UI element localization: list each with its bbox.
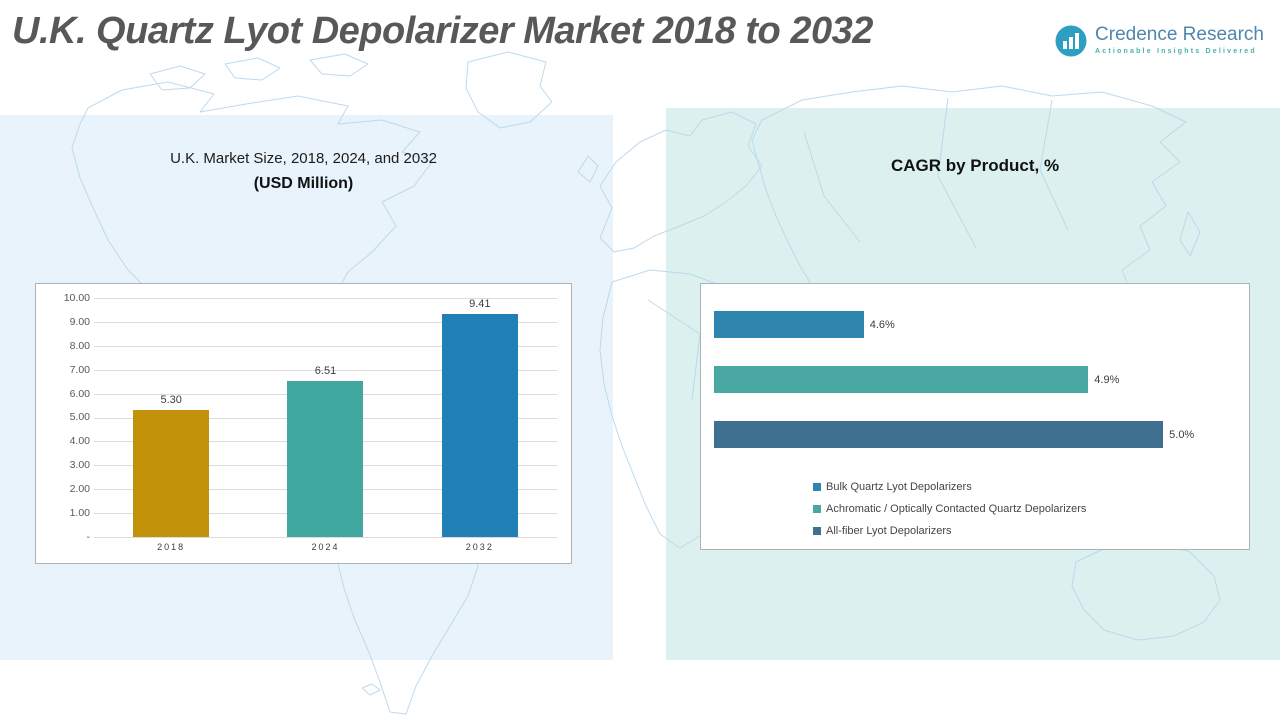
- legend-swatch-icon: [813, 483, 821, 491]
- logo-tagline: Actionable Insights Delivered: [1095, 48, 1257, 55]
- yaxis-tick-label: 5.00: [69, 411, 90, 424]
- yaxis-tick-label: 2.00: [69, 483, 90, 496]
- logo-chart-icon: [1055, 25, 1087, 57]
- market-size-yaxis: 10.00 9.00 8.00 7.00 6.00 5.00 4.00 3.00 2.00 1.0…: [42, 292, 90, 543]
- cagr-bar-row: 5.0%: [714, 421, 1238, 448]
- legend-item: All-fiber Lyot Depolarizers: [813, 524, 1086, 538]
- cagr-bar: [714, 421, 1164, 448]
- logo-text-block: Credence Research Actionable Insights De…: [1095, 24, 1264, 55]
- bar-value-label: 6.51: [314, 365, 337, 378]
- legend-swatch-icon: [813, 527, 821, 535]
- legend-label: All-fiber Lyot Depolarizers: [826, 525, 952, 537]
- bar-2024: [287, 381, 364, 537]
- legend-swatch-icon: [813, 505, 821, 513]
- cagr-bar: [714, 311, 864, 338]
- logo-name: Credence Research: [1095, 24, 1264, 45]
- yaxis-tick-label: 3.00: [69, 459, 90, 472]
- market-size-heading-line1: U.K. Market Size, 2018, 2024, and 2032: [170, 150, 437, 167]
- credence-research-logo: Credence Research Actionable Insights De…: [1054, 24, 1264, 58]
- xaxis-category-label: 2032: [465, 542, 494, 552]
- gridline: [94, 369, 557, 371]
- bar-column-2024: 6.51: [248, 298, 402, 537]
- market-size-plot: 5.30 6.51 9.41: [94, 298, 557, 538]
- yaxis-tick-label: -: [86, 530, 91, 543]
- cagr-value-label: 5.0%: [1169, 428, 1195, 441]
- xaxis-category-label: 2024: [311, 542, 340, 552]
- gridline: [94, 345, 557, 347]
- yaxis-tick-label: 6.00: [69, 387, 90, 400]
- bar-column-2032: 9.41: [403, 298, 557, 537]
- legend-label: Achromatic / Optically Contacted Quartz …: [826, 503, 1087, 515]
- yaxis-tick-label: 4.00: [69, 435, 90, 448]
- cagr-bar-row: 4.9%: [714, 366, 1238, 393]
- market-size-chart: 10.00 9.00 8.00 7.00 6.00 5.00 4.00 3.00 2.00 1.0…: [35, 283, 572, 564]
- xaxis-category-label: 2018: [157, 542, 186, 552]
- market-size-xaxis: 2018 2024 2032: [94, 542, 557, 552]
- cagr-bar: [714, 366, 1089, 393]
- gridline: [94, 298, 557, 299]
- bar-columns: 5.30 6.51 9.41: [94, 298, 557, 537]
- cagr-value-label: 4.9%: [1094, 373, 1120, 386]
- yaxis-tick-label: 9.00: [69, 315, 90, 328]
- page-title: U.K. Quartz Lyot Depolarizer Market 2018…: [12, 10, 873, 52]
- legend-item: Bulk Quartz Lyot Depolarizers: [813, 480, 1086, 494]
- bar-2018: [133, 410, 210, 537]
- yaxis-tick-label: 10.00: [63, 292, 90, 304]
- yaxis-tick-label: 8.00: [69, 339, 90, 352]
- bar-2032: [441, 314, 518, 537]
- cagr-legend: Bulk Quartz Lyot Depolarizers Achromatic …: [813, 480, 1086, 546]
- bar-value-label: 5.30: [160, 394, 182, 407]
- cagr-bar-row: 4.6%: [714, 311, 1238, 338]
- market-size-heading: U.K. Market Size, 2018, 2024, and 2032 (…: [35, 150, 572, 193]
- cagr-chart: 4.6% 4.9% 5.0% Bulk Quartz Lyot Depolarize…: [700, 283, 1250, 550]
- gridline: [94, 321, 557, 323]
- bar-value-label: 9.41: [469, 298, 491, 310]
- cagr-bars: 4.6% 4.9% 5.0%: [714, 311, 1238, 476]
- yaxis-tick-label: 7.00: [69, 363, 90, 376]
- cagr-value-label: 4.6%: [869, 318, 895, 331]
- legend-item: Achromatic / Optically Contacted Quartz …: [813, 502, 1086, 516]
- gridline: [94, 537, 557, 538]
- market-size-heading-line2: (USD Million): [253, 175, 354, 192]
- cagr-heading: CAGR by Product, %: [890, 156, 1060, 175]
- legend-label: Bulk Quartz Lyot Depolarizers: [826, 481, 972, 493]
- yaxis-tick-label: 1.00: [69, 507, 90, 520]
- bar-column-2018: 5.30: [94, 298, 248, 537]
